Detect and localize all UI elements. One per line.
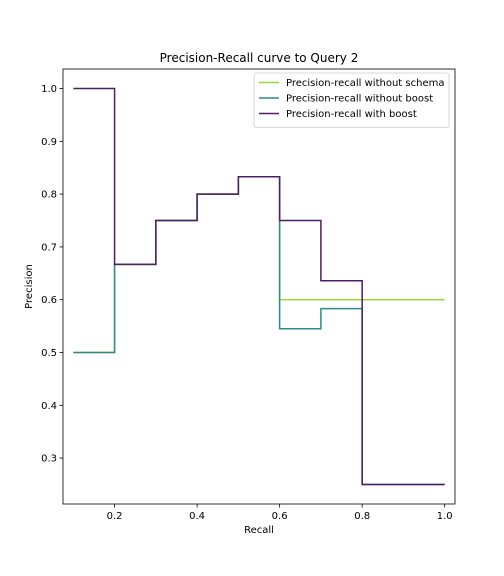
x-tick-label: 0.2 <box>107 511 123 522</box>
x-axis-label: Recall <box>244 525 274 536</box>
plot-area-frame <box>62 68 456 505</box>
y-tick-label: 0.8 <box>41 190 57 201</box>
y-axis-ticks: 0.3 0.4 0.5 0.6 0.7 0.8 0.9 1.0 <box>41 84 63 465</box>
y-tick-label: 0.5 <box>41 348 57 359</box>
y-tick-label: 0.7 <box>41 242 57 253</box>
series-layer <box>73 87 445 486</box>
y-axis-label: Precision <box>24 264 35 309</box>
y-tick-label: 0.3 <box>41 454 57 465</box>
chart-title: Precision-Recall curve to Query 2 <box>160 51 359 65</box>
series-line-3 <box>73 87 445 486</box>
y-tick-label: 0.9 <box>41 137 57 148</box>
y-tick-label: 0.4 <box>41 401 57 412</box>
legend: Precision-recall without schema Precision… <box>253 72 450 128</box>
legend-label-2: Precision-recall without boost <box>286 94 433 105</box>
x-axis-ticks: 0.2 0.4 0.6 0.8 1.0 <box>107 504 453 522</box>
legend-box <box>253 72 450 128</box>
legend-label-1: Precision-recall without schema <box>286 78 444 89</box>
x-tick-label: 1.0 <box>437 511 453 522</box>
x-tick-label: 0.4 <box>189 511 205 522</box>
y-tick-label: 0.6 <box>41 295 57 306</box>
y-tick-label: 1.0 <box>41 84 57 95</box>
legend-label-3: Precision-recall with boost <box>286 109 417 120</box>
x-tick-label: 0.6 <box>272 511 288 522</box>
x-tick-label: 0.8 <box>354 511 370 522</box>
